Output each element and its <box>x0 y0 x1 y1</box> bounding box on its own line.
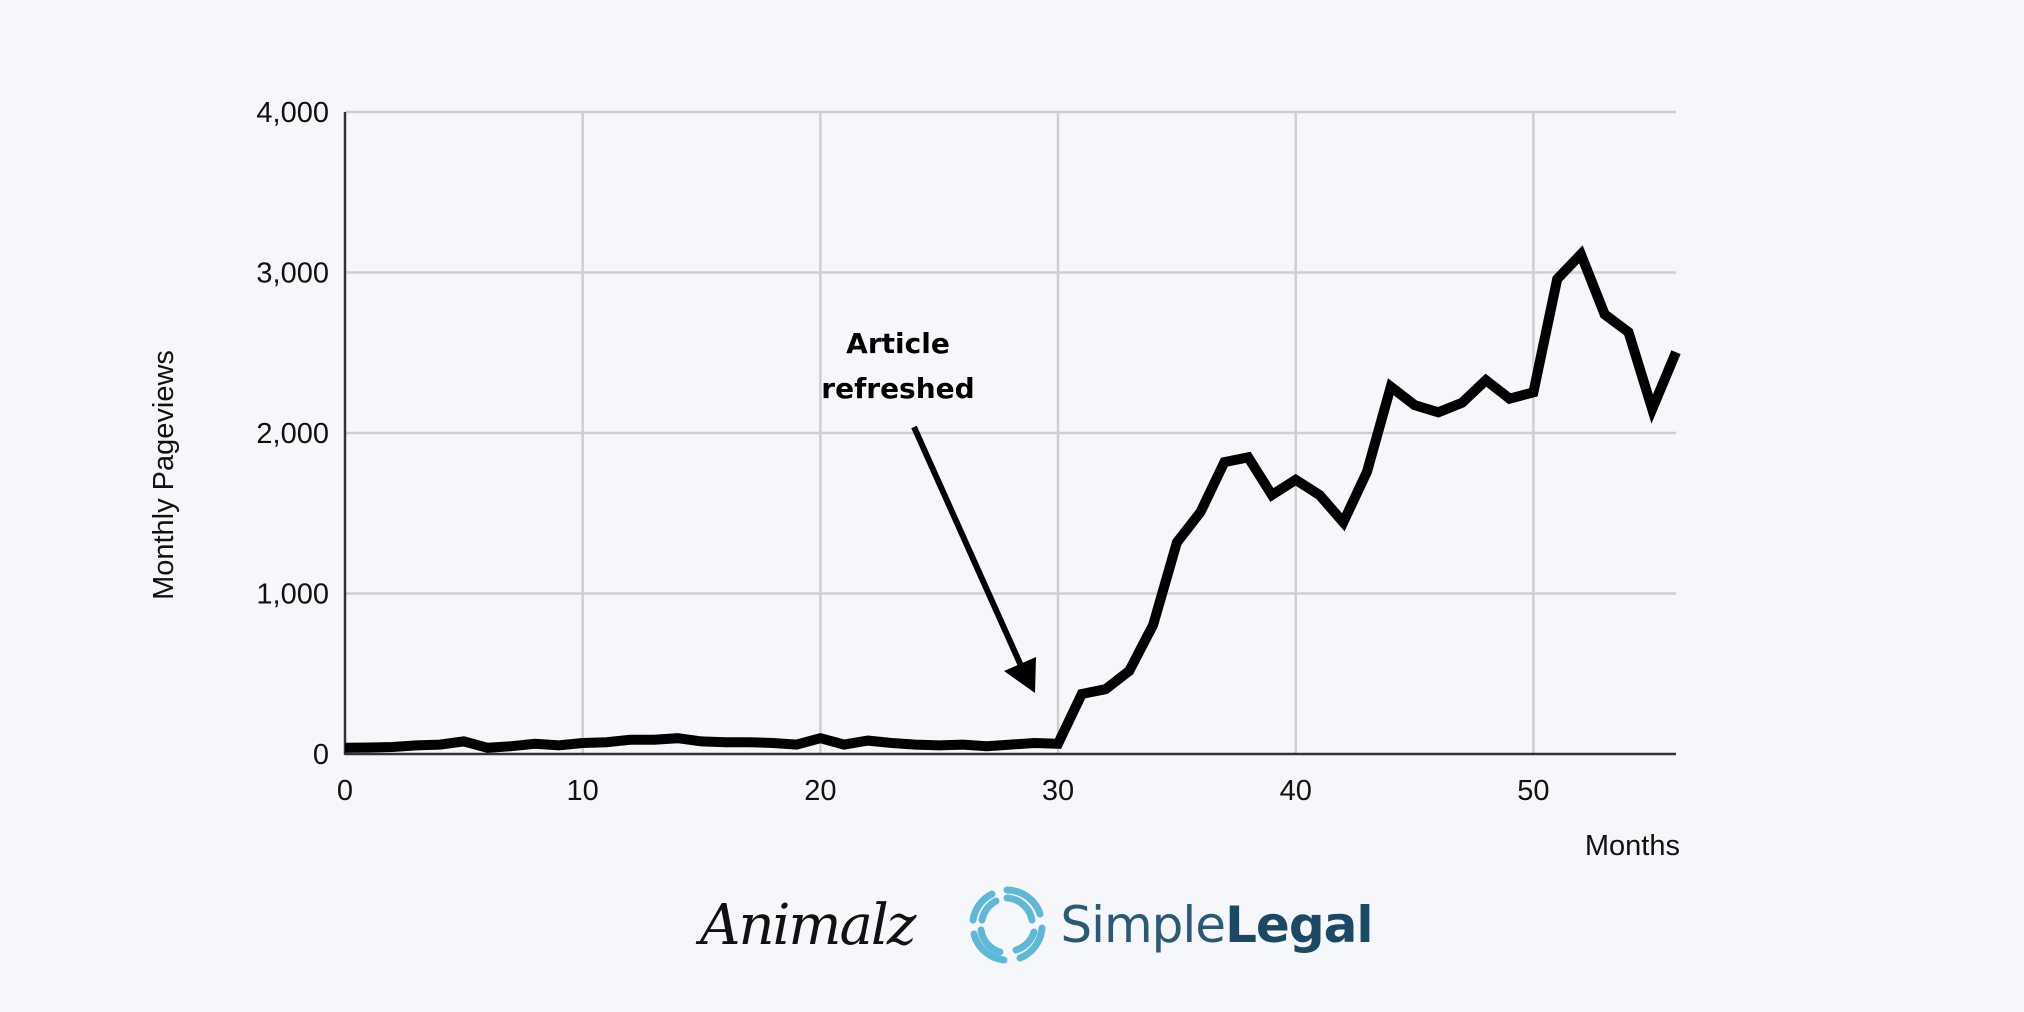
x-tick-label: 10 <box>567 775 599 807</box>
simplelegal-logo: SimpleLegal <box>964 882 1374 968</box>
y-tick-label: 3,000 <box>256 258 329 290</box>
x-tick-label: 0 <box>337 775 353 807</box>
annotation-text-line1: Article <box>846 327 950 360</box>
pageviews-line <box>344 245 1681 753</box>
simplelegal-swirl-icon <box>969 886 1046 964</box>
y-axis-title: Monthly Pageviews <box>148 350 180 600</box>
simplelegal-text-simple: Simple <box>1060 896 1226 954</box>
axes <box>343 112 1676 756</box>
x-tick-label: 30 <box>1042 775 1074 807</box>
simplelegal-text-legal: Legal <box>1225 896 1373 954</box>
article-refreshed-annotation: Article refreshed <box>821 327 1036 693</box>
annotation-arrow-shaft <box>911 425 1025 670</box>
arrow-head-icon <box>1004 657 1036 693</box>
x-tick-label: 40 <box>1280 775 1312 807</box>
y-tick-label: 0 <box>313 739 329 771</box>
x-axis-title: Months <box>1585 830 1680 862</box>
x-tick-label: 20 <box>804 775 836 807</box>
y-tick-label: 2,000 <box>256 418 329 450</box>
annotation-text-line2: refreshed <box>821 372 974 405</box>
footer-logos: Animalz SimpleLegal <box>700 882 1374 968</box>
animalz-logo: Animalz <box>700 892 916 958</box>
y-tick-label: 1,000 <box>256 579 329 611</box>
y-tick-label: 4,000 <box>256 97 329 129</box>
grid-lines <box>345 110 1676 754</box>
tick-labels: 0 1,000 2,000 3,000 4,000 0 10 20 30 40 50 <box>256 97 1549 807</box>
x-tick-label: 50 <box>1517 775 1549 807</box>
